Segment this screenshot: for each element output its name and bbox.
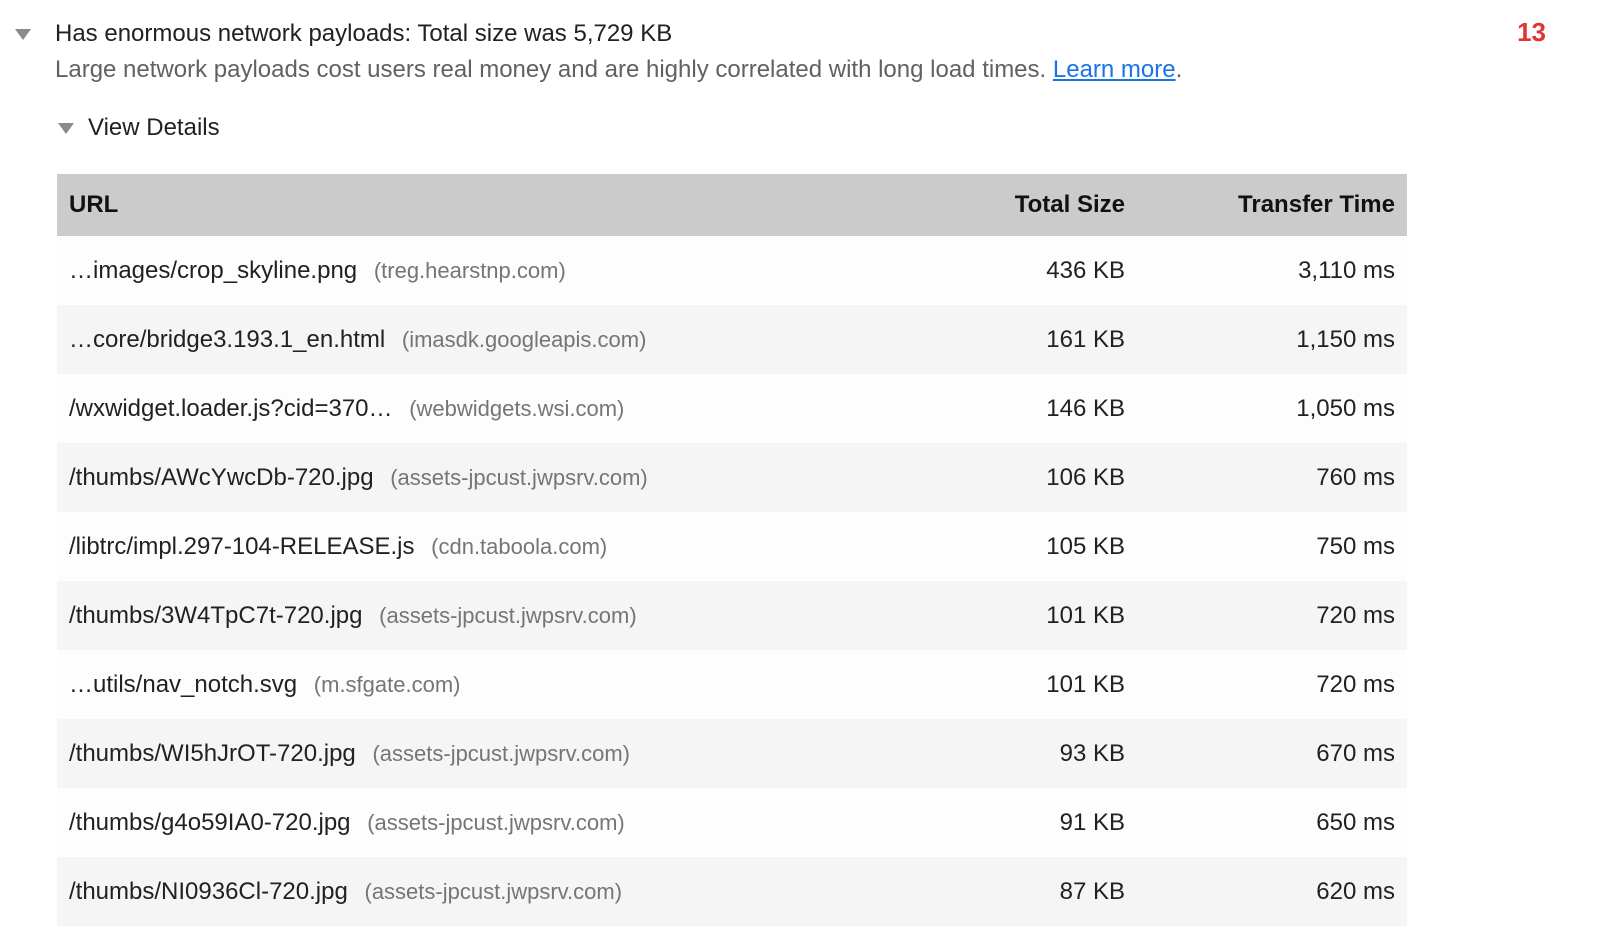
- url-path: /thumbs/WI5hJrOT-720.jpg: [69, 739, 356, 767]
- transfer-time-cell: 3,110 ms: [1137, 236, 1407, 305]
- url-path: /thumbs/AWcYwcDb-720.jpg: [69, 463, 374, 491]
- audit-header: Has enormous network payloads: Total siz…: [0, 0, 1598, 88]
- chevron-down-icon: [15, 29, 31, 40]
- table-row: /thumbs/3W4TpC7t-720.jpg (assets-jpcust.…: [57, 581, 1407, 650]
- table-row: /thumbs/WI5hJrOT-720.jpg (assets-jpcust.…: [57, 719, 1407, 788]
- audit-title: Has enormous network payloads: Total siz…: [55, 20, 673, 47]
- table-header-row: URL Total Size Transfer Time: [57, 174, 1407, 236]
- table-row: …core/bridge3.193.1_en.html (imasdk.goog…: [57, 305, 1407, 374]
- url-cell: …utils/nav_notch.svg (m.sfgate.com): [57, 650, 897, 719]
- url-domain: (m.sfgate.com): [313, 671, 461, 697]
- url-path: …utils/nav_notch.svg: [69, 670, 298, 698]
- url-path: /libtrc/impl.297-104-RELEASE.js: [69, 532, 415, 560]
- view-details-toggle[interactable]: View Details: [58, 114, 1598, 142]
- url-cell: /thumbs/g4o59IA0-720.jpg (assets-jpcust.…: [57, 788, 897, 857]
- chevron-down-icon: [58, 122, 74, 134]
- audit-collapse-toggle[interactable]: [15, 27, 31, 45]
- transfer-time-cell: 1,050 ms: [1137, 374, 1407, 443]
- transfer-time-cell: 620 ms: [1137, 857, 1407, 926]
- table-row: …utils/nav_notch.svg (m.sfgate.com) 101 …: [57, 650, 1407, 719]
- transfer-time-cell: 1,150 ms: [1137, 305, 1407, 374]
- learn-more-link[interactable]: Learn more: [1052, 56, 1176, 83]
- view-details-label: View Details: [88, 114, 220, 141]
- url-domain: (treg.hearstnp.com): [373, 257, 566, 283]
- table-row: /wxwidget.loader.js?cid=370… (webwidgets…: [57, 374, 1407, 443]
- url-cell: …images/crop_skyline.png (treg.hearstnp.…: [57, 236, 897, 305]
- total-size-cell: 146 KB: [897, 374, 1137, 443]
- url-cell: /thumbs/NI0936Cl-720.jpg (assets-jpcust.…: [57, 857, 897, 926]
- column-header-url: URL: [57, 174, 897, 236]
- url-domain: (cdn.taboola.com): [431, 533, 608, 559]
- total-size-cell: 93 KB: [897, 719, 1137, 788]
- url-cell: /thumbs/3W4TpC7t-720.jpg (assets-jpcust.…: [57, 581, 897, 650]
- url-domain: (webwidgets.wsi.com): [409, 395, 625, 421]
- url-domain: (assets-jpcust.jwpsrv.com): [372, 740, 630, 766]
- total-size-cell: 161 KB: [897, 305, 1137, 374]
- audit-description-text: Large network payloads cost users real m…: [55, 56, 1047, 83]
- transfer-time-cell: 670 ms: [1137, 719, 1407, 788]
- table-row: /thumbs/NI0936Cl-720.jpg (assets-jpcust.…: [57, 857, 1407, 926]
- url-cell: /thumbs/WI5hJrOT-720.jpg (assets-jpcust.…: [57, 719, 897, 788]
- audit-score-badge: 13: [1517, 17, 1546, 47]
- url-path: /thumbs/NI0936Cl-720.jpg: [69, 877, 348, 905]
- table-row: …images/crop_skyline.png (treg.hearstnp.…: [57, 236, 1407, 305]
- url-path: …images/crop_skyline.png: [69, 256, 358, 284]
- url-path: …core/bridge3.193.1_en.html: [69, 325, 386, 353]
- url-domain: (assets-jpcust.jwpsrv.com): [379, 602, 637, 628]
- transfer-time-cell: 760 ms: [1137, 443, 1407, 512]
- url-domain: (imasdk.googleapis.com): [401, 326, 647, 352]
- url-cell: /libtrc/impl.297-104-RELEASE.js (cdn.tab…: [57, 512, 897, 581]
- audit-description: Large network payloads cost users real m…: [55, 52, 1528, 88]
- transfer-time-cell: 750 ms: [1137, 512, 1407, 581]
- total-size-cell: 101 KB: [897, 581, 1137, 650]
- url-domain: (assets-jpcust.jwpsrv.com): [390, 464, 648, 490]
- table-row: /libtrc/impl.297-104-RELEASE.js (cdn.tab…: [57, 512, 1407, 581]
- transfer-time-cell: 720 ms: [1137, 650, 1407, 719]
- total-size-cell: 106 KB: [897, 443, 1137, 512]
- column-header-total-size: Total Size: [897, 174, 1137, 236]
- total-size-cell: 87 KB: [897, 857, 1137, 926]
- transfer-time-cell: 650 ms: [1137, 788, 1407, 857]
- total-size-cell: 105 KB: [897, 512, 1137, 581]
- transfer-time-cell: 720 ms: [1137, 581, 1407, 650]
- url-path: /thumbs/3W4TpC7t-720.jpg: [69, 601, 363, 629]
- column-header-transfer-time: Transfer Time: [1137, 174, 1407, 236]
- audit-description-period: .: [1175, 56, 1183, 83]
- total-size-cell: 91 KB: [897, 788, 1137, 857]
- table-row: /thumbs/g4o59IA0-720.jpg (assets-jpcust.…: [57, 788, 1407, 857]
- network-payloads-table: URL Total Size Transfer Time …images/cro…: [57, 174, 1407, 926]
- url-path: /thumbs/g4o59IA0-720.jpg: [69, 808, 351, 836]
- table-row: /thumbs/AWcYwcDb-720.jpg (assets-jpcust.…: [57, 443, 1407, 512]
- total-size-cell: 101 KB: [897, 650, 1137, 719]
- url-domain: (assets-jpcust.jwpsrv.com): [367, 809, 625, 835]
- url-cell: /thumbs/AWcYwcDb-720.jpg (assets-jpcust.…: [57, 443, 897, 512]
- url-cell: /wxwidget.loader.js?cid=370… (webwidgets…: [57, 374, 897, 443]
- url-cell: …core/bridge3.193.1_en.html (imasdk.goog…: [57, 305, 897, 374]
- url-domain: (assets-jpcust.jwpsrv.com): [364, 878, 623, 904]
- total-size-cell: 436 KB: [897, 236, 1137, 305]
- url-path: /wxwidget.loader.js?cid=370…: [69, 394, 393, 422]
